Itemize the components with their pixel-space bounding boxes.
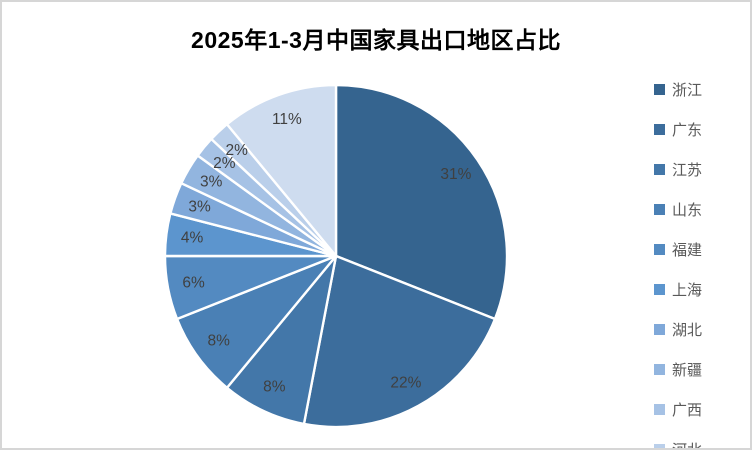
legend-swatch-icon <box>654 444 665 448</box>
slice-label-广西: 2% <box>213 155 236 172</box>
legend-item-上海[interactable]: 上海 <box>654 279 702 300</box>
legend: 浙江广东江苏山东福建上海湖北新疆广西河北其他 <box>654 79 702 448</box>
legend-item-山东[interactable]: 山东 <box>654 199 702 220</box>
legend-label: 河北 <box>672 439 702 448</box>
legend-swatch-icon <box>654 164 665 175</box>
legend-label: 新疆 <box>672 362 703 379</box>
legend-swatch-icon <box>654 404 665 415</box>
legend-label: 浙江 <box>672 82 703 99</box>
chart-title: 2025年1-3月中国家具出口地区占比 <box>191 27 561 53</box>
slice-label-浙江: 31% <box>440 166 471 183</box>
legend-label: 江苏 <box>672 162 703 179</box>
legend-item-福建[interactable]: 福建 <box>654 239 702 260</box>
slice-label-江苏: 8% <box>263 379 286 396</box>
legend-swatch-icon <box>654 324 665 335</box>
legend-swatch-icon <box>654 204 665 215</box>
pie-slice-广东[interactable] <box>302 254 497 429</box>
slice-label-广东: 22% <box>390 375 421 392</box>
legend-label: 广西 <box>672 402 703 419</box>
legend-swatch-icon <box>654 364 665 375</box>
legend-swatch-icon <box>654 284 665 295</box>
legend-item-广西[interactable]: 广西 <box>654 399 702 420</box>
slice-label-上海: 4% <box>181 229 204 246</box>
slice-label-其他: 11% <box>272 111 302 128</box>
slice-label-福建: 6% <box>182 275 205 292</box>
legend-item-湖北[interactable]: 湖北 <box>654 319 702 340</box>
slice-label-新疆: 3% <box>200 174 223 191</box>
legend-item-江苏[interactable]: 江苏 <box>654 159 702 180</box>
slice-label-山东: 8% <box>207 333 230 350</box>
legend-swatch-icon <box>654 84 665 95</box>
legend-item-河北[interactable]: 河北 <box>654 439 702 448</box>
legend-label: 福建 <box>672 242 703 259</box>
legend-swatch-icon <box>654 244 665 255</box>
legend-label: 上海 <box>672 282 703 299</box>
legend-label: 山东 <box>672 202 703 219</box>
legend-label: 湖北 <box>672 322 703 339</box>
legend-item-新疆[interactable]: 新疆 <box>654 359 702 380</box>
slice-label-湖北: 3% <box>188 198 211 215</box>
pie-slice-其他[interactable] <box>225 83 338 258</box>
legend-item-广东[interactable]: 广东 <box>654 119 702 140</box>
legend-label: 广东 <box>672 122 703 139</box>
legend-item-浙江[interactable]: 浙江 <box>654 79 702 100</box>
legend-swatch-icon <box>654 124 665 135</box>
pie-slice-浙江[interactable] <box>334 83 509 321</box>
slice-label-河北: 2% <box>225 142 248 159</box>
